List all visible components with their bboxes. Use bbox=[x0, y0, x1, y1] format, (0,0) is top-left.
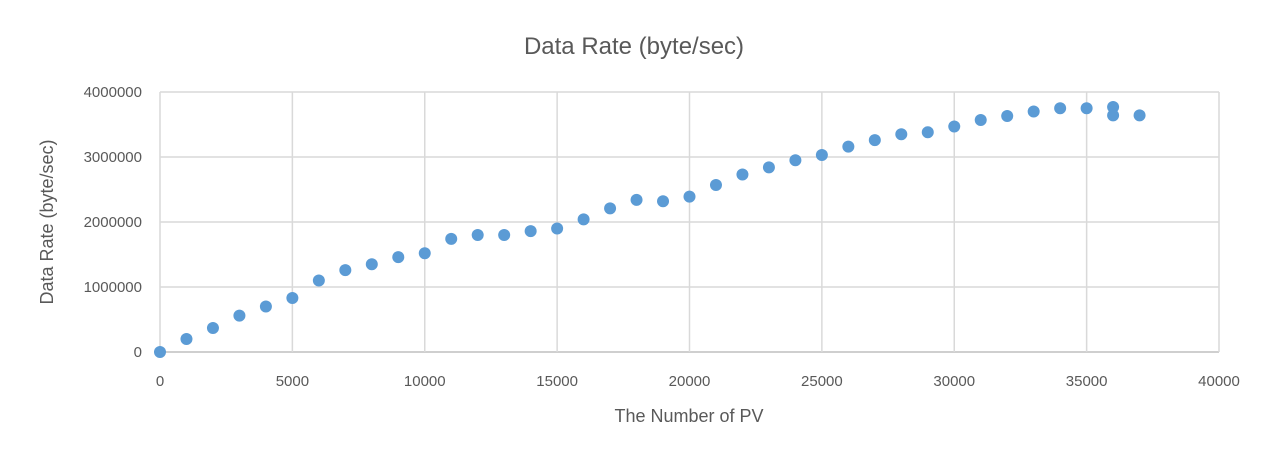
x-tick-label: 25000 bbox=[801, 373, 843, 390]
data-point bbox=[604, 202, 617, 215]
data-point bbox=[1107, 100, 1120, 113]
x-tick-label: 20000 bbox=[669, 373, 711, 390]
x-tick-label: 10000 bbox=[404, 373, 446, 390]
data-point bbox=[259, 300, 272, 313]
y-tick-label: 4000000 bbox=[84, 84, 142, 101]
data-points bbox=[154, 100, 1146, 358]
gridlines bbox=[159, 91, 1220, 353]
x-tick-label: 0 bbox=[156, 373, 164, 390]
data-point bbox=[577, 213, 590, 226]
data-point bbox=[154, 346, 166, 358]
x-axis-ticks: 0 5000 10000 15000 20000 25000 30000 35000 40000 bbox=[156, 373, 1240, 390]
data-point bbox=[736, 168, 749, 181]
x-tick-label: 15000 bbox=[536, 373, 578, 390]
x-tick-label: 40000 bbox=[1198, 373, 1240, 390]
data-point bbox=[683, 190, 696, 203]
data-point bbox=[392, 251, 405, 264]
data-point bbox=[365, 258, 378, 271]
data-point bbox=[921, 126, 934, 139]
data-point bbox=[789, 154, 802, 167]
data-point bbox=[842, 140, 855, 153]
x-tick-label: 35000 bbox=[1066, 373, 1108, 390]
data-point bbox=[895, 128, 908, 141]
data-point bbox=[1133, 109, 1146, 122]
data-point bbox=[1107, 109, 1120, 122]
data-point bbox=[206, 321, 219, 334]
data-point bbox=[498, 229, 511, 241]
data-point bbox=[312, 274, 325, 287]
data-point bbox=[445, 232, 458, 245]
y-axis-label: Data Rate (byte/sec) bbox=[37, 139, 57, 304]
data-point bbox=[815, 149, 828, 162]
data-point bbox=[657, 195, 670, 208]
data-point bbox=[1054, 102, 1067, 115]
y-tick-label: 2000000 bbox=[84, 214, 142, 231]
y-tick-label: 1000000 bbox=[84, 279, 142, 296]
data-point bbox=[630, 193, 643, 206]
y-axis-ticks: 0 1000000 2000000 3000000 4000000 bbox=[84, 84, 142, 361]
data-point bbox=[1027, 105, 1040, 118]
x-tick-label: 5000 bbox=[276, 373, 309, 390]
data-point bbox=[762, 161, 775, 174]
data-point bbox=[709, 178, 722, 191]
x-axis-label: The Number of PV bbox=[614, 406, 763, 426]
data-point bbox=[1080, 102, 1093, 115]
data-point bbox=[551, 222, 564, 235]
data-point bbox=[948, 120, 961, 133]
chart-title: Data Rate (byte/sec) bbox=[524, 33, 744, 60]
data-point bbox=[339, 264, 352, 277]
data-point bbox=[471, 229, 484, 241]
x-tick-label: 30000 bbox=[933, 373, 975, 390]
data-point bbox=[868, 134, 881, 147]
data-point bbox=[524, 225, 537, 238]
data-point bbox=[974, 113, 987, 126]
y-tick-label: 3000000 bbox=[84, 149, 142, 166]
data-point bbox=[286, 292, 299, 305]
data-point bbox=[233, 309, 246, 322]
data-point bbox=[1001, 110, 1014, 123]
y-tick-label: 0 bbox=[134, 344, 142, 361]
data-point bbox=[418, 247, 431, 260]
data-point bbox=[180, 333, 193, 345]
